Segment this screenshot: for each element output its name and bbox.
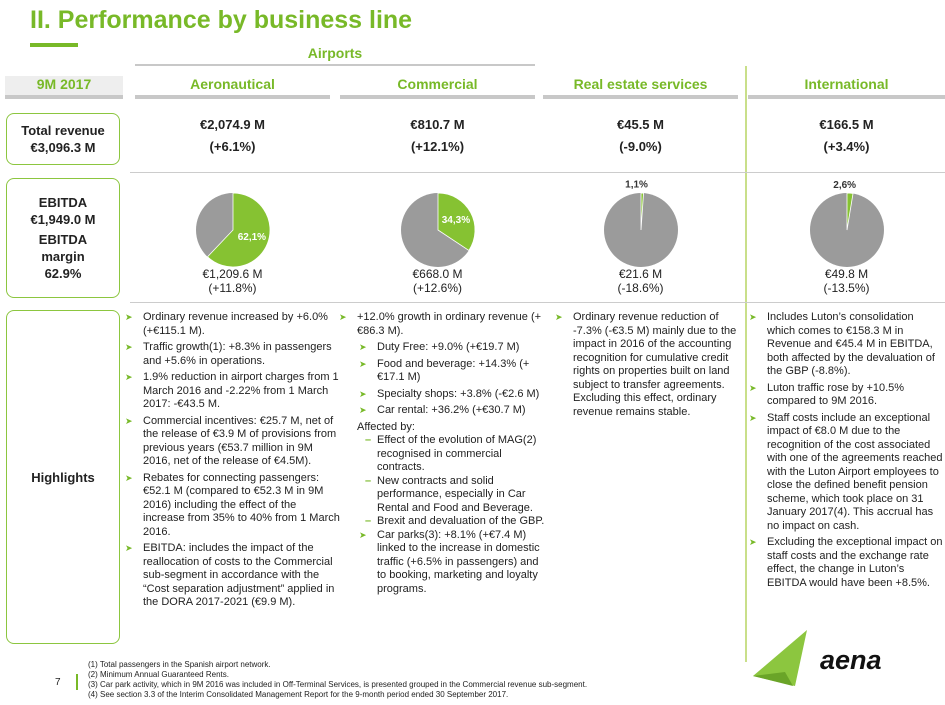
pie: 62,1% <box>195 192 270 268</box>
dash-item: Effect of the evolution of MAG(2) recogn… <box>365 434 550 475</box>
bullet: Includes Luton’s consolidation which com… <box>749 311 943 379</box>
bullet-list: Ordinary revenue reduction of -7.3% (-€3… <box>555 311 738 419</box>
highlights: Ordinary revenue reduction of -7.3% (-€3… <box>555 311 738 422</box>
bullet: Traffic growth(1): +8.3% in passengers a… <box>125 341 340 368</box>
page-bar <box>76 674 78 690</box>
ebitda: €668.0 M <box>412 267 463 281</box>
bullet: Car rental: +36.2% (+€30.7 M) <box>359 404 550 418</box>
group-label: Airports <box>135 45 535 66</box>
label: Highlights <box>31 469 95 485</box>
highlights: +12.0% growth in ordinary revenue (+€86.… <box>339 311 550 599</box>
revenue-change: (+12.1%) <box>410 139 465 154</box>
ebitda: €1,209.6 M <box>202 267 263 281</box>
column-header: International <box>748 76 945 99</box>
dash-item: New contracts and solid performance, esp… <box>365 475 550 516</box>
separator <box>130 172 945 173</box>
note: Affected by: <box>357 420 415 433</box>
page-number: 7 <box>55 677 61 688</box>
bullet: Staff costs include an exceptional impac… <box>749 412 943 534</box>
pie-label: 1,1% <box>625 180 648 191</box>
row-label: EBITDA €1,949.0 M EBITDA margin 62.9% <box>6 178 120 298</box>
bullet: Ordinary revenue increased by +6.0% (+€1… <box>125 311 340 338</box>
pie-label: 2,6% <box>833 180 856 191</box>
label-value: €1,949.0 M <box>30 212 96 227</box>
bullet: Luton traffic rose by +10.5% compared to… <box>749 382 943 409</box>
pie-label: 62,1% <box>237 232 265 243</box>
pie: 2,6% <box>809 180 884 267</box>
pie-slice <box>206 192 270 268</box>
revenue: €810.7 M <box>410 117 465 132</box>
column-header: Commercial <box>340 76 535 99</box>
label: EBITDA margin <box>38 232 88 264</box>
footnotes: (1) Total passengers in the Spanish airp… <box>88 660 587 700</box>
ebitda-change: (+11.8%) <box>208 281 257 295</box>
column-header: Aeronautical <box>135 76 330 99</box>
footnote: (2) Minimum Annual Guaranteed Rents. <box>88 670 229 679</box>
footnote: (3) Car park activity, which in 9M 2016 … <box>88 680 588 689</box>
bullet: Car parks(3): +8.1% (+€7.4 M) linked to … <box>359 529 550 597</box>
row-label: Total revenue €3,096.3 M <box>6 113 120 165</box>
label-value: €3,096.3 M <box>30 140 96 155</box>
divider <box>745 66 747 662</box>
period: 9M 2017 <box>5 76 123 99</box>
label-value: 62.9% <box>44 266 82 281</box>
column-header: Real estate services <box>543 76 738 99</box>
revenue: €45.5 M <box>617 117 664 132</box>
title-underline <box>30 43 78 47</box>
bullet-list: Ordinary revenue increased by +6.0% (+€1… <box>125 311 340 610</box>
bullet: Rebates for connecting passengers: €52.1… <box>125 472 340 540</box>
revenue: €166.5 M <box>819 117 874 132</box>
ebitda-change: (-18.6%) <box>617 281 664 295</box>
revenue-change: (+6.1%) <box>209 139 256 154</box>
bullet-list: Includes Luton’s consolidation which com… <box>749 311 943 590</box>
label: EBITDA <box>38 195 88 210</box>
footnote: (1) Total passengers in the Spanish airp… <box>88 660 271 669</box>
pie-slice <box>846 192 853 231</box>
bullet: Commercial incentives: €25.7 M, net of t… <box>125 415 340 469</box>
bullet: +12.0% growth in ordinary revenue (+€86.… <box>339 311 550 338</box>
dash-list: Effect of the evolution of MAG(2) recogn… <box>365 434 550 529</box>
pie-label: 34,3% <box>441 215 469 226</box>
ebitda: €21.6 M <box>618 267 663 281</box>
logo: aena <box>820 645 882 675</box>
row-label: Highlights <box>6 310 120 644</box>
bullet: Specialty shops: +3.8% (-€2.6 M) <box>359 388 550 402</box>
revenue: €2,074.9 M <box>199 117 266 132</box>
bullet: Excluding the exceptional impact on staf… <box>749 536 943 590</box>
separator <box>130 302 945 303</box>
sub-list: Duty Free: +9.0% (+€19.7 M) Food and beve… <box>359 341 550 418</box>
pie-slice <box>640 192 644 231</box>
highlights: Ordinary revenue increased by +6.0% (+€1… <box>125 311 340 613</box>
bullet: Food and beverage: +14.3% (+€17.1 M) <box>359 358 550 385</box>
revenue-change: (+3.4%) <box>823 139 870 154</box>
bullet: Ordinary revenue reduction of -7.3% (-€3… <box>555 311 738 419</box>
label: Total revenue <box>21 123 105 138</box>
ebitda: €49.8 M <box>824 267 869 281</box>
dash-item: Brexit and devaluation of the GBP. <box>365 515 550 529</box>
pie-slice <box>437 192 475 251</box>
highlights: Includes Luton’s consolidation which com… <box>749 311 943 593</box>
pie: 34,3% <box>400 192 475 267</box>
pie: 1,1% <box>603 180 678 267</box>
bullet-list: +12.0% growth in ordinary revenue (+€86.… <box>339 311 550 338</box>
footnote: (4) See section 3.3 of the Interim Conso… <box>88 690 509 699</box>
revenue-change: (-9.0%) <box>619 139 662 154</box>
sub-list: Car parks(3): +8.1% (+€7.4 M) linked to … <box>359 529 550 597</box>
bullet: EBITDA: includes the impact of the reall… <box>125 542 340 610</box>
ebitda-change: (+12.6%) <box>412 281 463 295</box>
slide-title: II. Performance by business line <box>30 6 413 34</box>
bullet: 1.9% reduction in airport charges from 1… <box>125 371 340 412</box>
bullet: Duty Free: +9.0% (+€19.7 M) <box>359 341 550 355</box>
ebitda-change: (-13.5%) <box>823 281 870 295</box>
logo-mark <box>753 630 807 686</box>
